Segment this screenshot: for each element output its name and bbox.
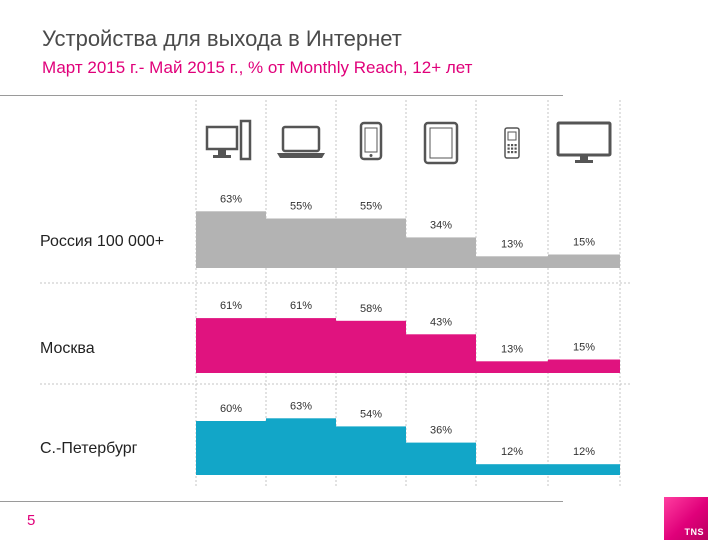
bar-2-3 <box>406 442 476 475</box>
value-label-2-5: 12% <box>573 446 595 458</box>
bar-2-4 <box>476 464 548 475</box>
page-title: Устройства для выхода в Интернет <box>42 26 402 51</box>
row-label-spb: С.-Петербург <box>40 440 138 457</box>
value-label-1-5: 15% <box>573 342 595 354</box>
bar-1-1 <box>266 318 336 373</box>
value-label-2-3: 36% <box>430 425 452 437</box>
value-label-1-3: 43% <box>430 316 452 328</box>
chart-bars <box>196 211 620 475</box>
bar-0-5 <box>548 254 620 268</box>
value-label-2-4: 12% <box>501 446 523 458</box>
page-subtitle: Март 2015 г.- Май 2015 г., % от Monthly … <box>42 58 473 77</box>
chart-value-labels: 63% 55% 55% 34% 13% 15% 61% 61% 58% 43% 13% 15% 60% 6… <box>220 193 595 458</box>
value-label-0-2: 55% <box>360 201 382 213</box>
tns-logo: TNS <box>664 497 708 540</box>
value-label-0-1: 55% <box>290 201 312 213</box>
bar-0-2 <box>336 218 406 268</box>
desktop-icon <box>205 119 252 161</box>
laptop-icon <box>277 125 325 158</box>
top-divider <box>0 95 563 96</box>
value-label-0-0: 63% <box>220 193 242 205</box>
bar-2-2 <box>336 426 406 475</box>
logo-text: TNS <box>684 527 704 537</box>
row-label-russia: Россия 100 000+ <box>40 233 165 250</box>
value-label-0-4: 13% <box>501 238 523 250</box>
value-label-1-0: 61% <box>220 300 242 312</box>
feature-phone-icon <box>504 127 520 159</box>
bar-1-5 <box>548 359 620 373</box>
bar-1-3 <box>406 334 476 373</box>
page-number: 5 <box>27 512 36 529</box>
device-icons <box>205 119 612 165</box>
bottom-divider <box>0 501 563 502</box>
bar-2-1 <box>266 418 336 475</box>
row-label-moscow: Москва <box>40 340 95 357</box>
bar-0-1 <box>266 218 336 268</box>
value-label-0-3: 34% <box>430 219 452 231</box>
bar-0-0 <box>196 211 266 268</box>
bar-0-4 <box>476 256 548 268</box>
value-label-2-2: 54% <box>360 408 382 420</box>
bar-1-0 <box>196 318 266 373</box>
value-label-2-0: 60% <box>220 403 242 415</box>
value-label-1-4: 13% <box>501 343 523 355</box>
chart-grid <box>40 100 630 488</box>
bar-1-2 <box>336 320 406 373</box>
value-label-0-5: 15% <box>573 237 595 249</box>
value-label-1-2: 58% <box>360 303 382 315</box>
bar-1-4 <box>476 361 548 373</box>
tv-icon <box>556 121 612 163</box>
value-label-2-1: 63% <box>290 400 312 412</box>
value-label-1-1: 61% <box>290 300 312 312</box>
bar-2-0 <box>196 421 266 475</box>
bar-2-5 <box>548 464 620 475</box>
smartphone-icon <box>359 121 383 161</box>
bar-0-3 <box>406 237 476 268</box>
tablet-icon <box>423 121 459 165</box>
